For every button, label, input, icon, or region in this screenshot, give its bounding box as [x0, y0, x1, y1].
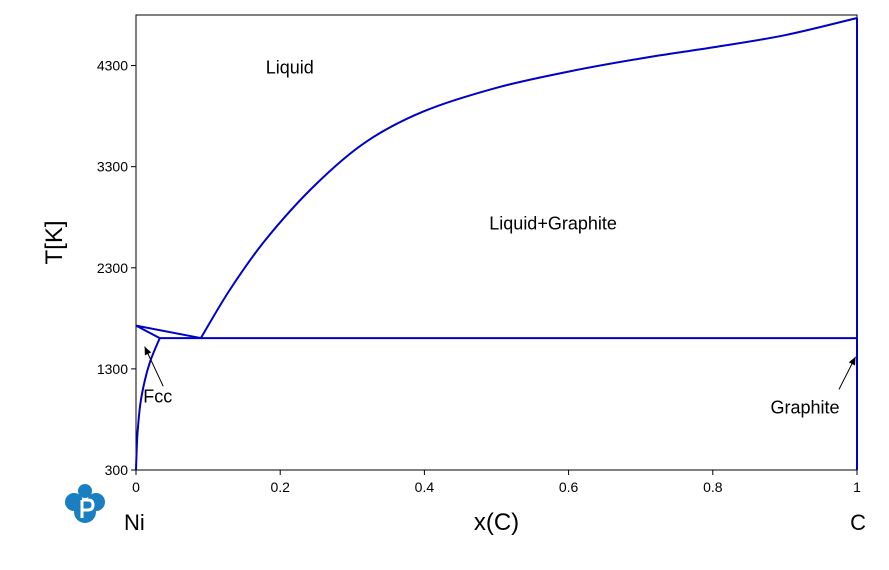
region-label: Fcc — [143, 386, 172, 406]
phase-boundary-line — [135, 324, 161, 339]
phase-boundaries — [135, 17, 858, 471]
phase-boundary-line — [135, 17, 858, 340]
x-axis-ticks: 0 0.2 0.4 0.6 0.8 1 — [132, 470, 861, 495]
plot-area: Liquid Liquid+Graphite Fcc Graphite — [135, 14, 858, 471]
x-tick-label: 0.8 — [703, 479, 723, 495]
annotation-arrowhead — [848, 356, 856, 366]
phase-boundary-line — [135, 337, 161, 471]
x-tick-label: 0.4 — [415, 479, 435, 495]
software-logo — [65, 484, 105, 523]
y-axis-ticks: 300 1300 2300 3300 4300 — [97, 58, 136, 478]
plot-frame — [135, 14, 858, 471]
x-tick-label: 1 — [853, 479, 861, 495]
x-tick-label: 0.2 — [270, 479, 290, 495]
region-label: Liquid+Graphite — [489, 213, 617, 233]
y-tick-label: 300 — [105, 462, 129, 478]
x-tick-label: 0.6 — [559, 479, 579, 495]
y-axis-title: T[K] — [41, 220, 68, 264]
x-tick-label: 0 — [132, 479, 140, 495]
annotation-arrowhead — [144, 346, 152, 356]
y-tick-label: 3300 — [97, 159, 128, 175]
region-annotations: Liquid Liquid+Graphite Fcc Graphite — [143, 58, 857, 417]
y-tick-label: 1300 — [97, 361, 128, 377]
left-endmember-label: Ni — [124, 510, 145, 535]
x-axis-title: x(C) — [474, 509, 519, 536]
right-endmember-label: C — [850, 510, 866, 535]
y-tick-label: 4300 — [97, 58, 128, 74]
region-label: Graphite — [770, 397, 839, 417]
region-label: Liquid — [266, 58, 314, 78]
y-tick-label: 2300 — [97, 260, 128, 276]
